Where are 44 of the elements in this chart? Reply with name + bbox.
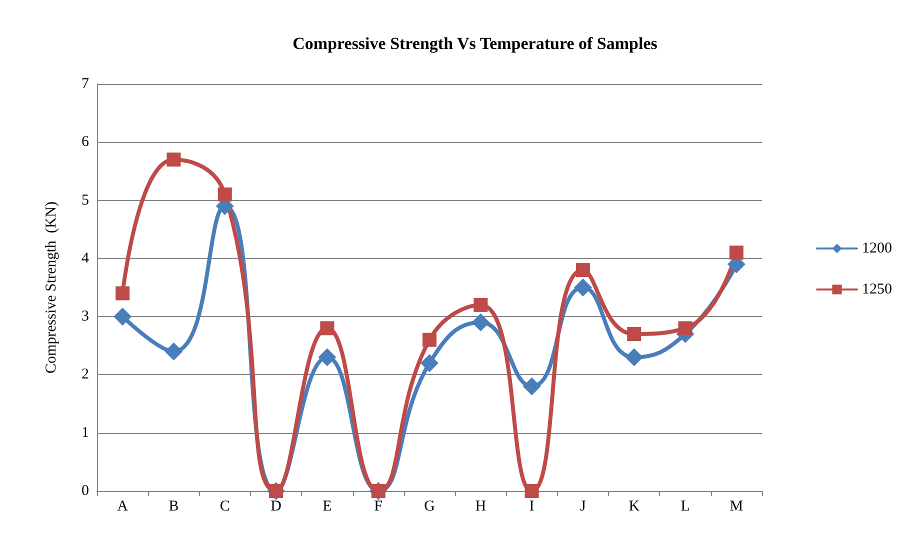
point [114,308,132,326]
y-tick-label: 5 [82,192,89,208]
y-tick-label: 1 [82,424,89,441]
point [678,321,692,336]
x-tick-label: E [322,498,332,514]
legend-label: 1200 [862,240,892,256]
x-tick-label: D [270,498,282,514]
point [318,348,336,366]
point [474,298,488,312]
x-tick-label: F [374,498,383,514]
x-tick-label: H [475,498,486,514]
y-axis-title: Compressive Strength (KN) [44,201,60,374]
x-tick-label: B [168,498,179,514]
point [472,313,490,332]
x-tick-label: K [628,498,640,514]
point [420,354,438,372]
point [164,342,183,360]
point [166,152,181,167]
y-tick-label: 3 [82,308,89,325]
x-tick-label: L [680,498,690,514]
x-tick-label: I [529,498,534,514]
x-tick-label: M [730,498,744,514]
point [522,377,541,396]
x-tick-label: A [117,498,128,514]
point [729,246,744,260]
point [320,321,334,336]
point [574,278,592,296]
x-tick-label: G [424,498,436,514]
point [422,332,436,347]
legend-label: 1250 [862,282,892,298]
y-tick-label: 0 [82,483,89,499]
point [625,348,644,366]
y-tick-label: 4 [82,250,90,266]
y-tick-label: 7 [82,76,90,92]
y-tick-label: 2 [82,366,89,383]
chart-title: Compressive Strength Vs Temperature of Samples [292,34,658,53]
point [576,263,590,278]
point [218,187,232,202]
x-tick-label: J [580,498,586,514]
y-tick-label: 6 [82,134,90,150]
x-tick-label: C [220,498,230,514]
point [116,286,130,300]
point [524,484,539,498]
point [627,327,642,342]
